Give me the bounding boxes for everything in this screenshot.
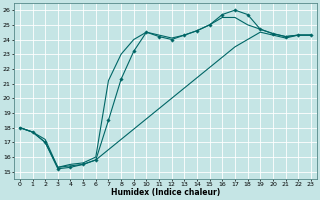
- X-axis label: Humidex (Indice chaleur): Humidex (Indice chaleur): [111, 188, 220, 197]
